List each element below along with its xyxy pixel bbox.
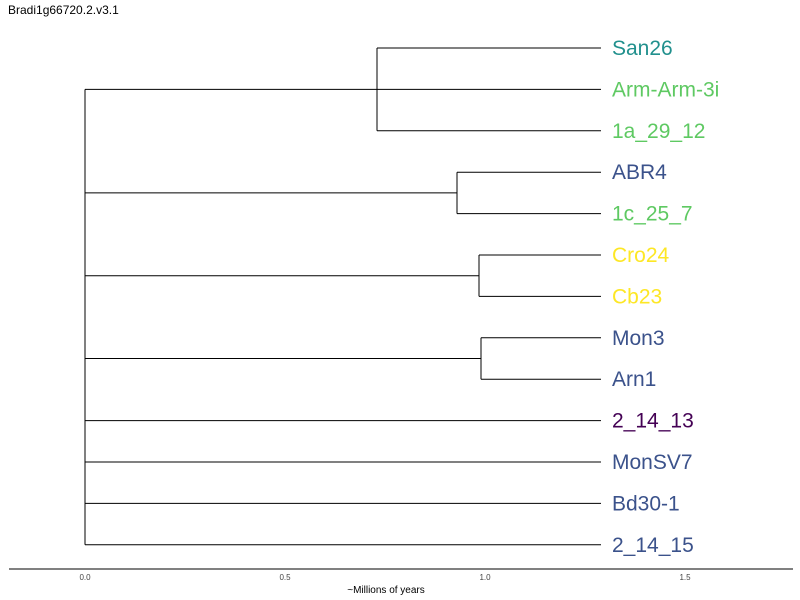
- x-tick-label: 0.5: [279, 573, 291, 582]
- tree-title: Bradi1g66720.2.v3.1: [8, 3, 119, 17]
- leaf-label: Arn1: [612, 368, 656, 391]
- leaf-labels: San26 Arm-Arm-3i 1a_29_12 ABR4 1c_25_7 Cro24 C…: [612, 37, 719, 557]
- leaf-label: San26: [612, 37, 673, 60]
- leaf-label: MonSV7: [612, 451, 693, 474]
- x-axis: 0.0 0.5 1.0 1.5 ~Millions of years: [9, 568, 793, 596]
- leaf-label: ABR4: [612, 161, 667, 184]
- x-tick-label: 0.0: [79, 573, 91, 582]
- x-axis-ticks: 0.0 0.5 1.0 1.5: [79, 573, 691, 582]
- leaf-label: Arm-Arm-3i: [612, 78, 719, 101]
- leaf-label: Cro24: [612, 244, 670, 267]
- leaf-label: 2_14_15: [612, 534, 694, 557]
- leaf-label: Cb23: [612, 285, 662, 308]
- leaf-label: 1a_29_12: [612, 120, 705, 143]
- x-tick-label: 1.0: [479, 573, 491, 582]
- x-axis-label: ~Millions of years: [347, 585, 425, 596]
- leaf-label: Bd30-1: [612, 492, 680, 515]
- leaf-label: Mon3: [612, 327, 665, 350]
- tree-branches: [84, 47, 601, 546]
- leaf-label: 2_14_13: [612, 410, 694, 433]
- leaf-label: 1c_25_7: [612, 203, 693, 226]
- x-tick-label: 1.5: [679, 573, 691, 582]
